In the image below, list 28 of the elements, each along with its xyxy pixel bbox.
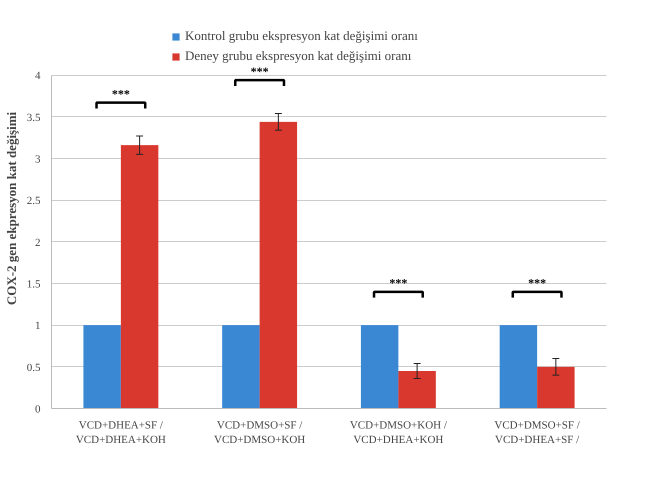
y-tick-label: 0.5: [26, 362, 41, 374]
y-tick-label: 3: [35, 154, 41, 166]
x-tick-label: VCD+DMSO+KOH / VCD+DHEA+KOH: [350, 420, 448, 446]
annotation: ***: [389, 276, 408, 290]
x-tick-label: VCD+DMSO+SF / VCD+DHEA+SF /: [494, 420, 581, 446]
legend-label: Deney grubu ekspresyon kat değişimi oranı: [185, 48, 412, 64]
y-tick-label: 1: [35, 320, 40, 332]
bar: [222, 325, 260, 408]
x-tick-label: VCD+DHEA+SF / VCD+DHEA+KOH: [76, 420, 166, 446]
y-tick-label: 2.5: [26, 195, 41, 208]
y-tick-label: 2: [35, 236, 40, 249]
annotation: ***: [112, 87, 130, 101]
bar: [360, 325, 398, 408]
bar: [260, 122, 298, 408]
bar: [120, 145, 158, 408]
y-tick-label: 4: [35, 70, 41, 82]
y-axis-title: COX-2 gen ekpresyon kat değişimi: [4, 111, 19, 306]
x-tick-label: VCD+DMSO+SF / VCD+DMSO+KOH: [214, 420, 306, 446]
legend-label: Kontrol grubu ekspresyon kat değişimi oranı: [185, 28, 418, 44]
bar: [500, 325, 538, 408]
bar: [537, 366, 575, 408]
y-tick-label: 1.5: [26, 278, 41, 290]
annotation: ***: [528, 276, 546, 290]
y-tick-label: 3.5: [26, 112, 41, 124]
annotation: ***: [250, 64, 269, 78]
bar: [398, 371, 436, 408]
bar: [83, 325, 121, 408]
y-tick-label: 0: [35, 404, 41, 416]
